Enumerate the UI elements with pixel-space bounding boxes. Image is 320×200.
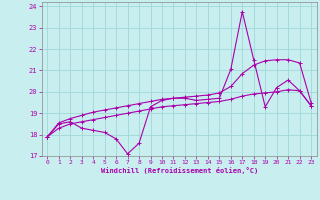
X-axis label: Windchill (Refroidissement éolien,°C): Windchill (Refroidissement éolien,°C) [100, 167, 258, 174]
